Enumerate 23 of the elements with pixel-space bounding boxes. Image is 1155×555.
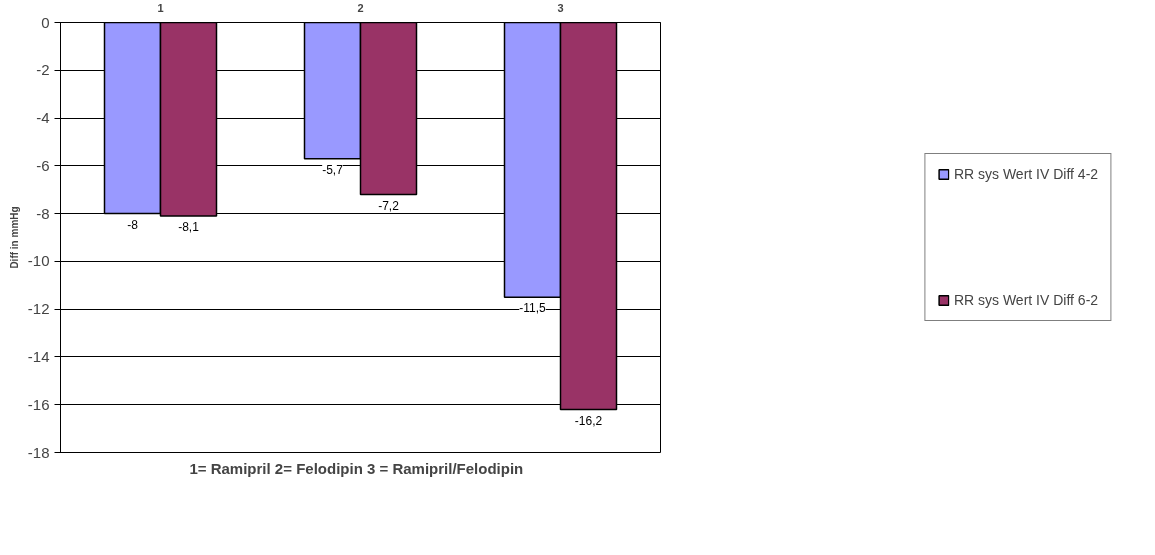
x-tick-label: 2 (357, 1, 364, 14)
data-label: -7,2 (378, 198, 400, 213)
y-tick-label: -4 (36, 109, 50, 127)
y-tick-label: -8 (36, 204, 50, 222)
data-label: -11,5 (519, 301, 547, 316)
data-label: -8,1 (178, 220, 200, 234)
y-tick-label: -14 (27, 347, 50, 365)
legend-label: RR sys Wert IV Diff 6-2 (953, 292, 1099, 308)
x-axis-title: 1= Ramipril 2= Felodipin 3 = Ramipril/Felodipin (189, 459, 524, 477)
y-tick-label: -18 (27, 443, 50, 461)
y-tick-label: -16 (27, 395, 50, 413)
x-tick-label: 3 (557, 1, 564, 14)
y-tick-label: -10 (27, 252, 50, 270)
legend-label: RR sys Wert IV Diff 4-2 (953, 166, 1099, 182)
y-tick-label: 0 (41, 13, 50, 31)
y-tick-label: -2 (36, 61, 50, 79)
y-tick-label: -12 (27, 300, 50, 318)
data-label: -5,7 (322, 162, 344, 177)
data-label: -8 (127, 217, 139, 232)
x-tick-label: 1 (157, 1, 164, 14)
y-axis-title: Diff in mmHg (8, 206, 20, 269)
data-label: -16,2 (574, 413, 603, 428)
y-tick-label: -6 (36, 156, 50, 174)
